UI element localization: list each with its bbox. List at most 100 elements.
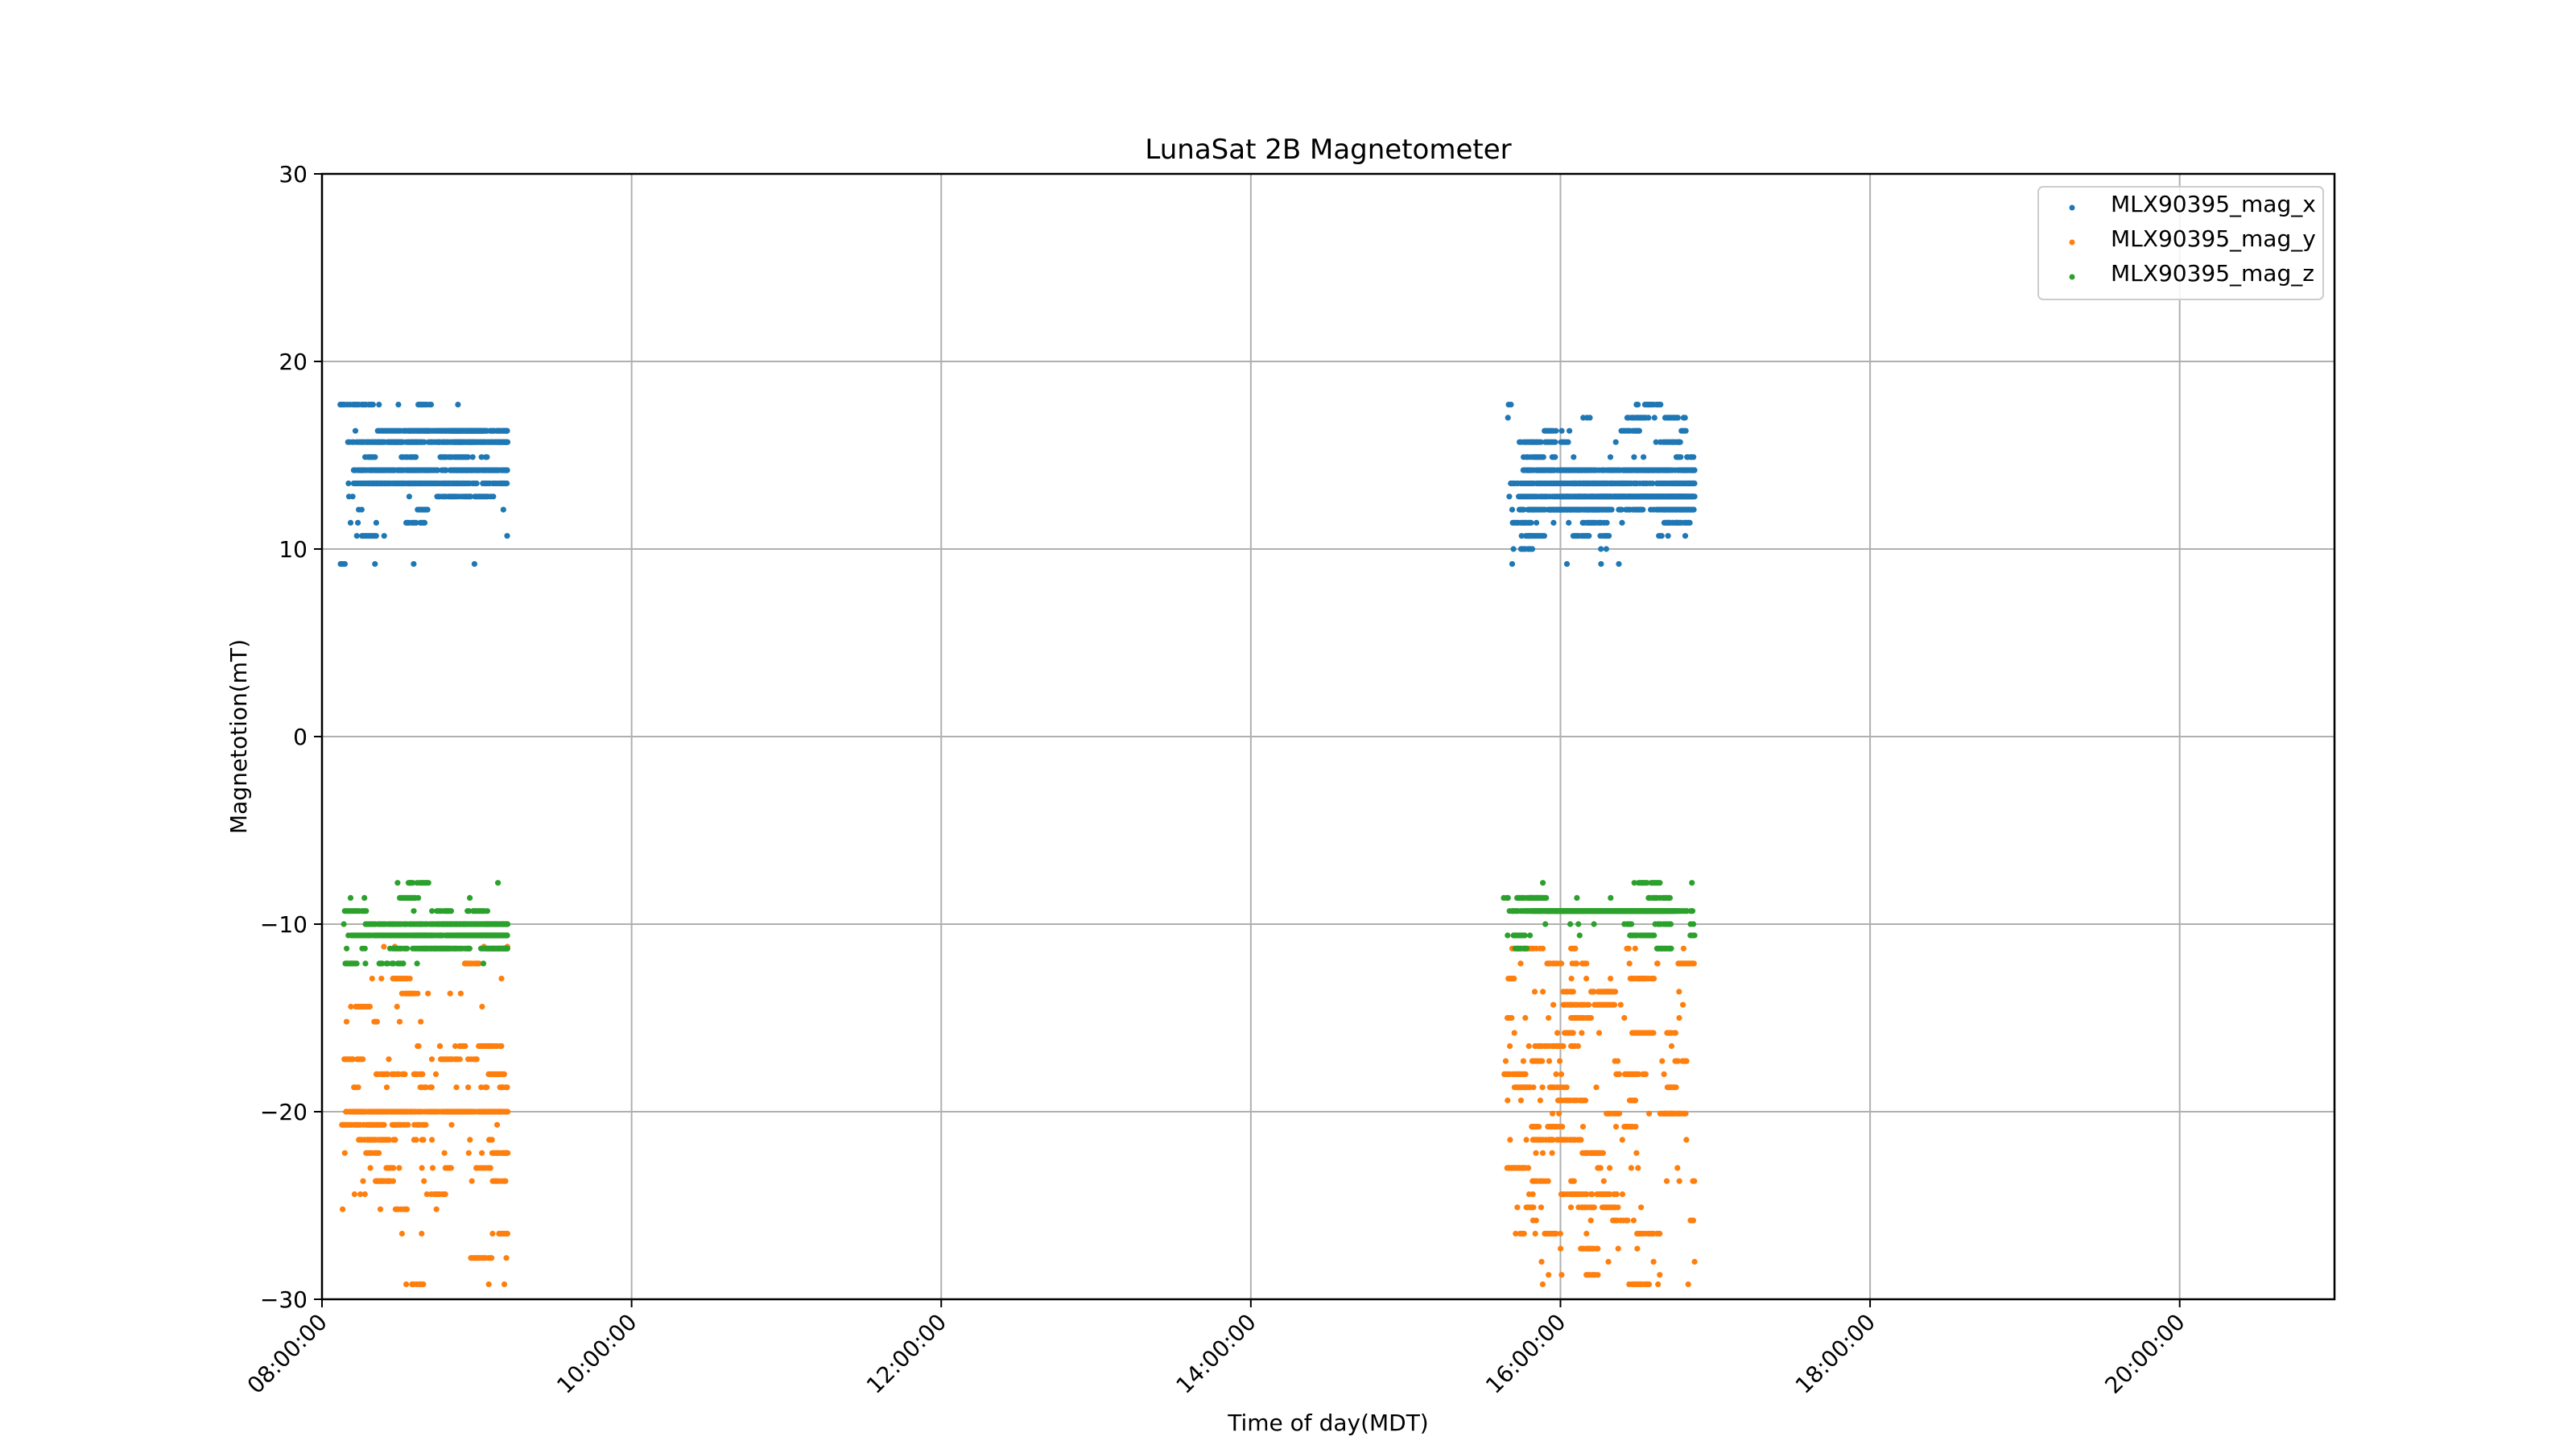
data-point-mlx90395-mag-x bbox=[1654, 480, 1661, 487]
data-point-mlx90395-mag-y bbox=[1661, 1071, 1667, 1077]
data-point-mlx90395-mag-y bbox=[503, 1108, 510, 1115]
data-point-mlx90395-mag-y bbox=[456, 1056, 463, 1063]
data-point-mlx90395-mag-x bbox=[355, 519, 361, 526]
data-point-mlx90395-mag-y bbox=[419, 1230, 425, 1237]
data-point-mlx90395-mag-x bbox=[345, 493, 353, 500]
data-point-mlx90395-mag-y bbox=[1538, 1204, 1544, 1211]
data-point-mlx90395-mag-y bbox=[1539, 1281, 1546, 1287]
data-point-mlx90395-mag-x bbox=[1603, 546, 1609, 552]
data-point-mlx90395-mag-x bbox=[414, 480, 420, 487]
data-point-mlx90395-mag-x bbox=[1541, 533, 1547, 539]
data-point-mlx90395-mag-y bbox=[467, 1137, 473, 1143]
data-point-mlx90395-mag-y bbox=[504, 1084, 510, 1091]
data-point-mlx90395-mag-x bbox=[471, 561, 478, 568]
data-point-mlx90395-mag-y bbox=[441, 1150, 448, 1156]
data-point-mlx90395-mag-y bbox=[415, 990, 421, 997]
data-point-mlx90395-mag-y bbox=[1558, 1071, 1565, 1077]
data-point-mlx90395-mag-z bbox=[451, 945, 458, 952]
data-point-mlx90395-mag-y bbox=[1619, 1191, 1626, 1198]
data-point-mlx90395-mag-z bbox=[363, 908, 369, 914]
data-point-mlx90395-mag-z bbox=[407, 880, 414, 886]
data-point-mlx90395-mag-z bbox=[470, 908, 477, 914]
data-point-mlx90395-mag-y bbox=[1546, 1272, 1552, 1278]
data-point-mlx90395-mag-y bbox=[1583, 960, 1590, 967]
data-point-mlx90395-mag-z bbox=[361, 894, 368, 901]
data-point-mlx90395-mag-y bbox=[1533, 1150, 1539, 1156]
data-point-mlx90395-mag-x bbox=[361, 467, 369, 473]
data-point-mlx90395-mag-y bbox=[1596, 1030, 1603, 1036]
data-point-mlx90395-mag-y bbox=[498, 1042, 505, 1050]
data-point-mlx90395-mag-y bbox=[500, 1084, 506, 1091]
data-point-mlx90395-mag-y bbox=[1659, 1058, 1666, 1064]
legend-marker-mag-x bbox=[2069, 204, 2075, 211]
data-point-mlx90395-mag-z bbox=[440, 921, 447, 927]
data-point-mlx90395-mag-y bbox=[493, 1121, 501, 1128]
data-point-mlx90395-mag-y bbox=[357, 1191, 364, 1198]
data-point-mlx90395-mag-y bbox=[1657, 1230, 1663, 1237]
y-tick-label: −30 bbox=[260, 1286, 308, 1313]
data-point-mlx90395-mag-y bbox=[1550, 1001, 1557, 1008]
data-point-mlx90395-mag-x bbox=[1682, 533, 1689, 539]
data-point-mlx90395-mag-x bbox=[483, 467, 489, 473]
data-point-mlx90395-mag-x bbox=[469, 454, 476, 460]
data-point-mlx90395-mag-x bbox=[1521, 506, 1527, 513]
data-point-mlx90395-mag-x bbox=[1690, 506, 1696, 513]
data-point-mlx90395-mag-x bbox=[347, 519, 354, 526]
data-point-mlx90395-mag-y bbox=[1573, 960, 1580, 967]
data-point-mlx90395-mag-y bbox=[465, 1150, 472, 1156]
data-point-mlx90395-mag-x bbox=[1584, 533, 1591, 539]
data-point-mlx90395-mag-x bbox=[464, 467, 470, 473]
data-point-mlx90395-mag-y bbox=[343, 1108, 349, 1115]
data-point-mlx90395-mag-y bbox=[1579, 1191, 1586, 1198]
data-point-mlx90395-mag-y bbox=[1611, 1001, 1618, 1008]
data-point-mlx90395-mag-y bbox=[429, 1165, 436, 1171]
data-point-mlx90395-mag-x bbox=[471, 427, 478, 434]
data-point-mlx90395-mag-z bbox=[366, 932, 373, 939]
data-point-mlx90395-mag-y bbox=[1583, 1230, 1590, 1237]
data-point-mlx90395-mag-y bbox=[1633, 1150, 1640, 1156]
legend-label-mag-x: MLX90395_mag_x bbox=[2111, 191, 2316, 217]
data-point-mlx90395-mag-x bbox=[413, 519, 419, 526]
data-point-mlx90395-mag-y bbox=[487, 1165, 493, 1171]
data-point-mlx90395-mag-y bbox=[1563, 1084, 1570, 1091]
legend-label-mag-y: MLX90395_mag_y bbox=[2111, 225, 2316, 252]
data-point-mlx90395-mag-z bbox=[1540, 880, 1546, 886]
data-point-mlx90395-mag-z bbox=[467, 894, 473, 901]
data-point-mlx90395-mag-y bbox=[1542, 1042, 1550, 1050]
data-point-mlx90395-mag-z bbox=[1536, 908, 1543, 914]
y-tick-label: −20 bbox=[260, 1099, 308, 1125]
data-point-mlx90395-mag-y bbox=[1691, 1258, 1698, 1265]
data-point-mlx90395-mag-y bbox=[341, 1150, 348, 1156]
data-point-mlx90395-mag-y bbox=[1633, 1124, 1639, 1130]
data-point-mlx90395-mag-y bbox=[1567, 1204, 1575, 1211]
data-point-mlx90395-mag-x bbox=[1600, 493, 1606, 500]
data-point-mlx90395-mag-y bbox=[453, 1084, 460, 1091]
data-point-mlx90395-mag-y bbox=[479, 1003, 485, 1010]
data-point-mlx90395-mag-y bbox=[377, 1206, 384, 1212]
data-point-mlx90395-mag-z bbox=[1529, 894, 1535, 901]
data-point-mlx90395-mag-y bbox=[442, 1191, 448, 1198]
data-point-mlx90395-mag-z bbox=[1608, 894, 1614, 901]
data-point-mlx90395-mag-y bbox=[1673, 1084, 1679, 1091]
data-point-mlx90395-mag-y bbox=[452, 1042, 459, 1050]
data-point-mlx90395-mag-x bbox=[1607, 454, 1614, 460]
data-point-mlx90395-mag-x bbox=[1505, 415, 1511, 421]
data-point-mlx90395-mag-y bbox=[1600, 1150, 1606, 1156]
data-point-mlx90395-mag-y bbox=[1591, 1204, 1597, 1211]
data-point-mlx90395-mag-y bbox=[1630, 1217, 1637, 1224]
data-point-mlx90395-mag-x bbox=[1649, 480, 1656, 487]
data-point-mlx90395-mag-x bbox=[1589, 493, 1596, 500]
data-point-mlx90395-mag-x bbox=[362, 480, 369, 487]
data-point-mlx90395-mag-x bbox=[1670, 439, 1676, 445]
data-point-mlx90395-mag-y bbox=[374, 1018, 380, 1025]
data-point-mlx90395-mag-y bbox=[447, 990, 453, 997]
data-point-mlx90395-mag-y bbox=[1676, 989, 1682, 995]
data-point-mlx90395-mag-x bbox=[1646, 467, 1653, 473]
data-point-mlx90395-mag-z bbox=[1516, 894, 1523, 901]
data-point-mlx90395-mag-y bbox=[429, 1137, 436, 1143]
data-point-mlx90395-mag-y bbox=[440, 1108, 446, 1115]
data-point-mlx90395-mag-z bbox=[464, 945, 472, 952]
data-point-mlx90395-mag-x bbox=[1612, 439, 1619, 445]
data-point-mlx90395-mag-y bbox=[1639, 976, 1645, 982]
data-point-mlx90395-mag-y bbox=[1615, 1245, 1621, 1252]
